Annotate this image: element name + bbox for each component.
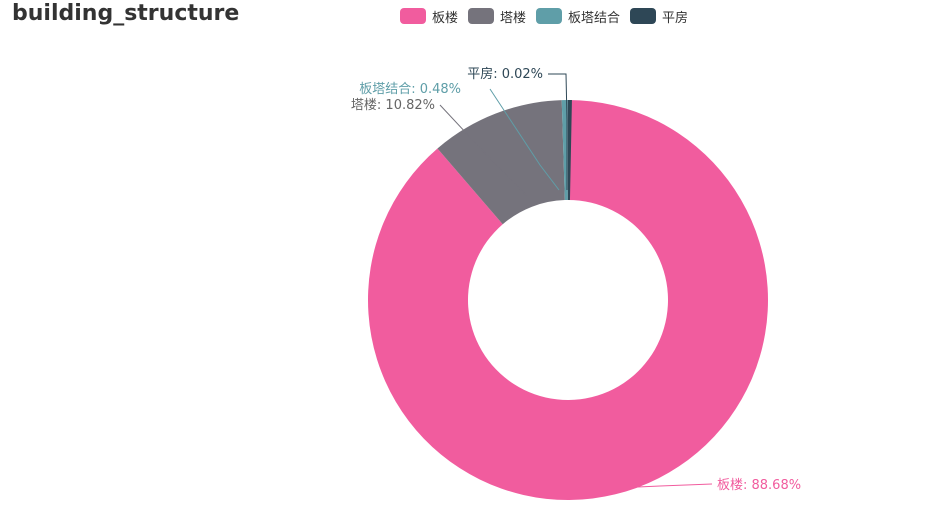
legend-item-1[interactable]: 塔楼 — [468, 7, 526, 26]
label-line-3 — [548, 73, 568, 190]
legend-label-1: 塔楼 — [500, 10, 527, 26]
label-line-1 — [439, 104, 528, 197]
pie-slice-0[interactable] — [367, 100, 768, 500]
pie-slice-3[interactable] — [567, 100, 572, 201]
legend-swatch-0 — [400, 8, 426, 24]
data-label-1: 塔楼: 10.82% — [351, 98, 435, 113]
legend-item-2[interactable]: 板塔结合 — [536, 7, 620, 26]
legend-label-2: 板塔结合 — [568, 10, 621, 26]
data-label-0: 板楼: 88.68% — [717, 478, 801, 493]
legend-swatch-3 — [630, 8, 657, 24]
legend-label-0: 板楼 — [432, 10, 459, 26]
pie-slice-1[interactable] — [437, 100, 565, 225]
data-label-3: 平房: 0.02% — [467, 66, 543, 82]
legend-item-3[interactable]: 平房 — [630, 7, 688, 26]
pie-slice-2[interactable] — [561, 100, 568, 201]
chart-title: building_structure — [12, 1, 240, 26]
legend-swatch-2 — [536, 8, 563, 24]
legend-item-0[interactable]: 板楼 — [400, 7, 458, 26]
legend-swatch-1 — [468, 8, 495, 24]
legend-label-3: 平房 — [662, 10, 689, 26]
data-label-2: 板塔结合: 0.48% — [359, 82, 461, 97]
label-line-0 — [615, 483, 713, 489]
legend: 板楼 塔楼 板塔结合 平房 — [400, 6, 688, 26]
label-line-2 — [489, 88, 560, 191]
